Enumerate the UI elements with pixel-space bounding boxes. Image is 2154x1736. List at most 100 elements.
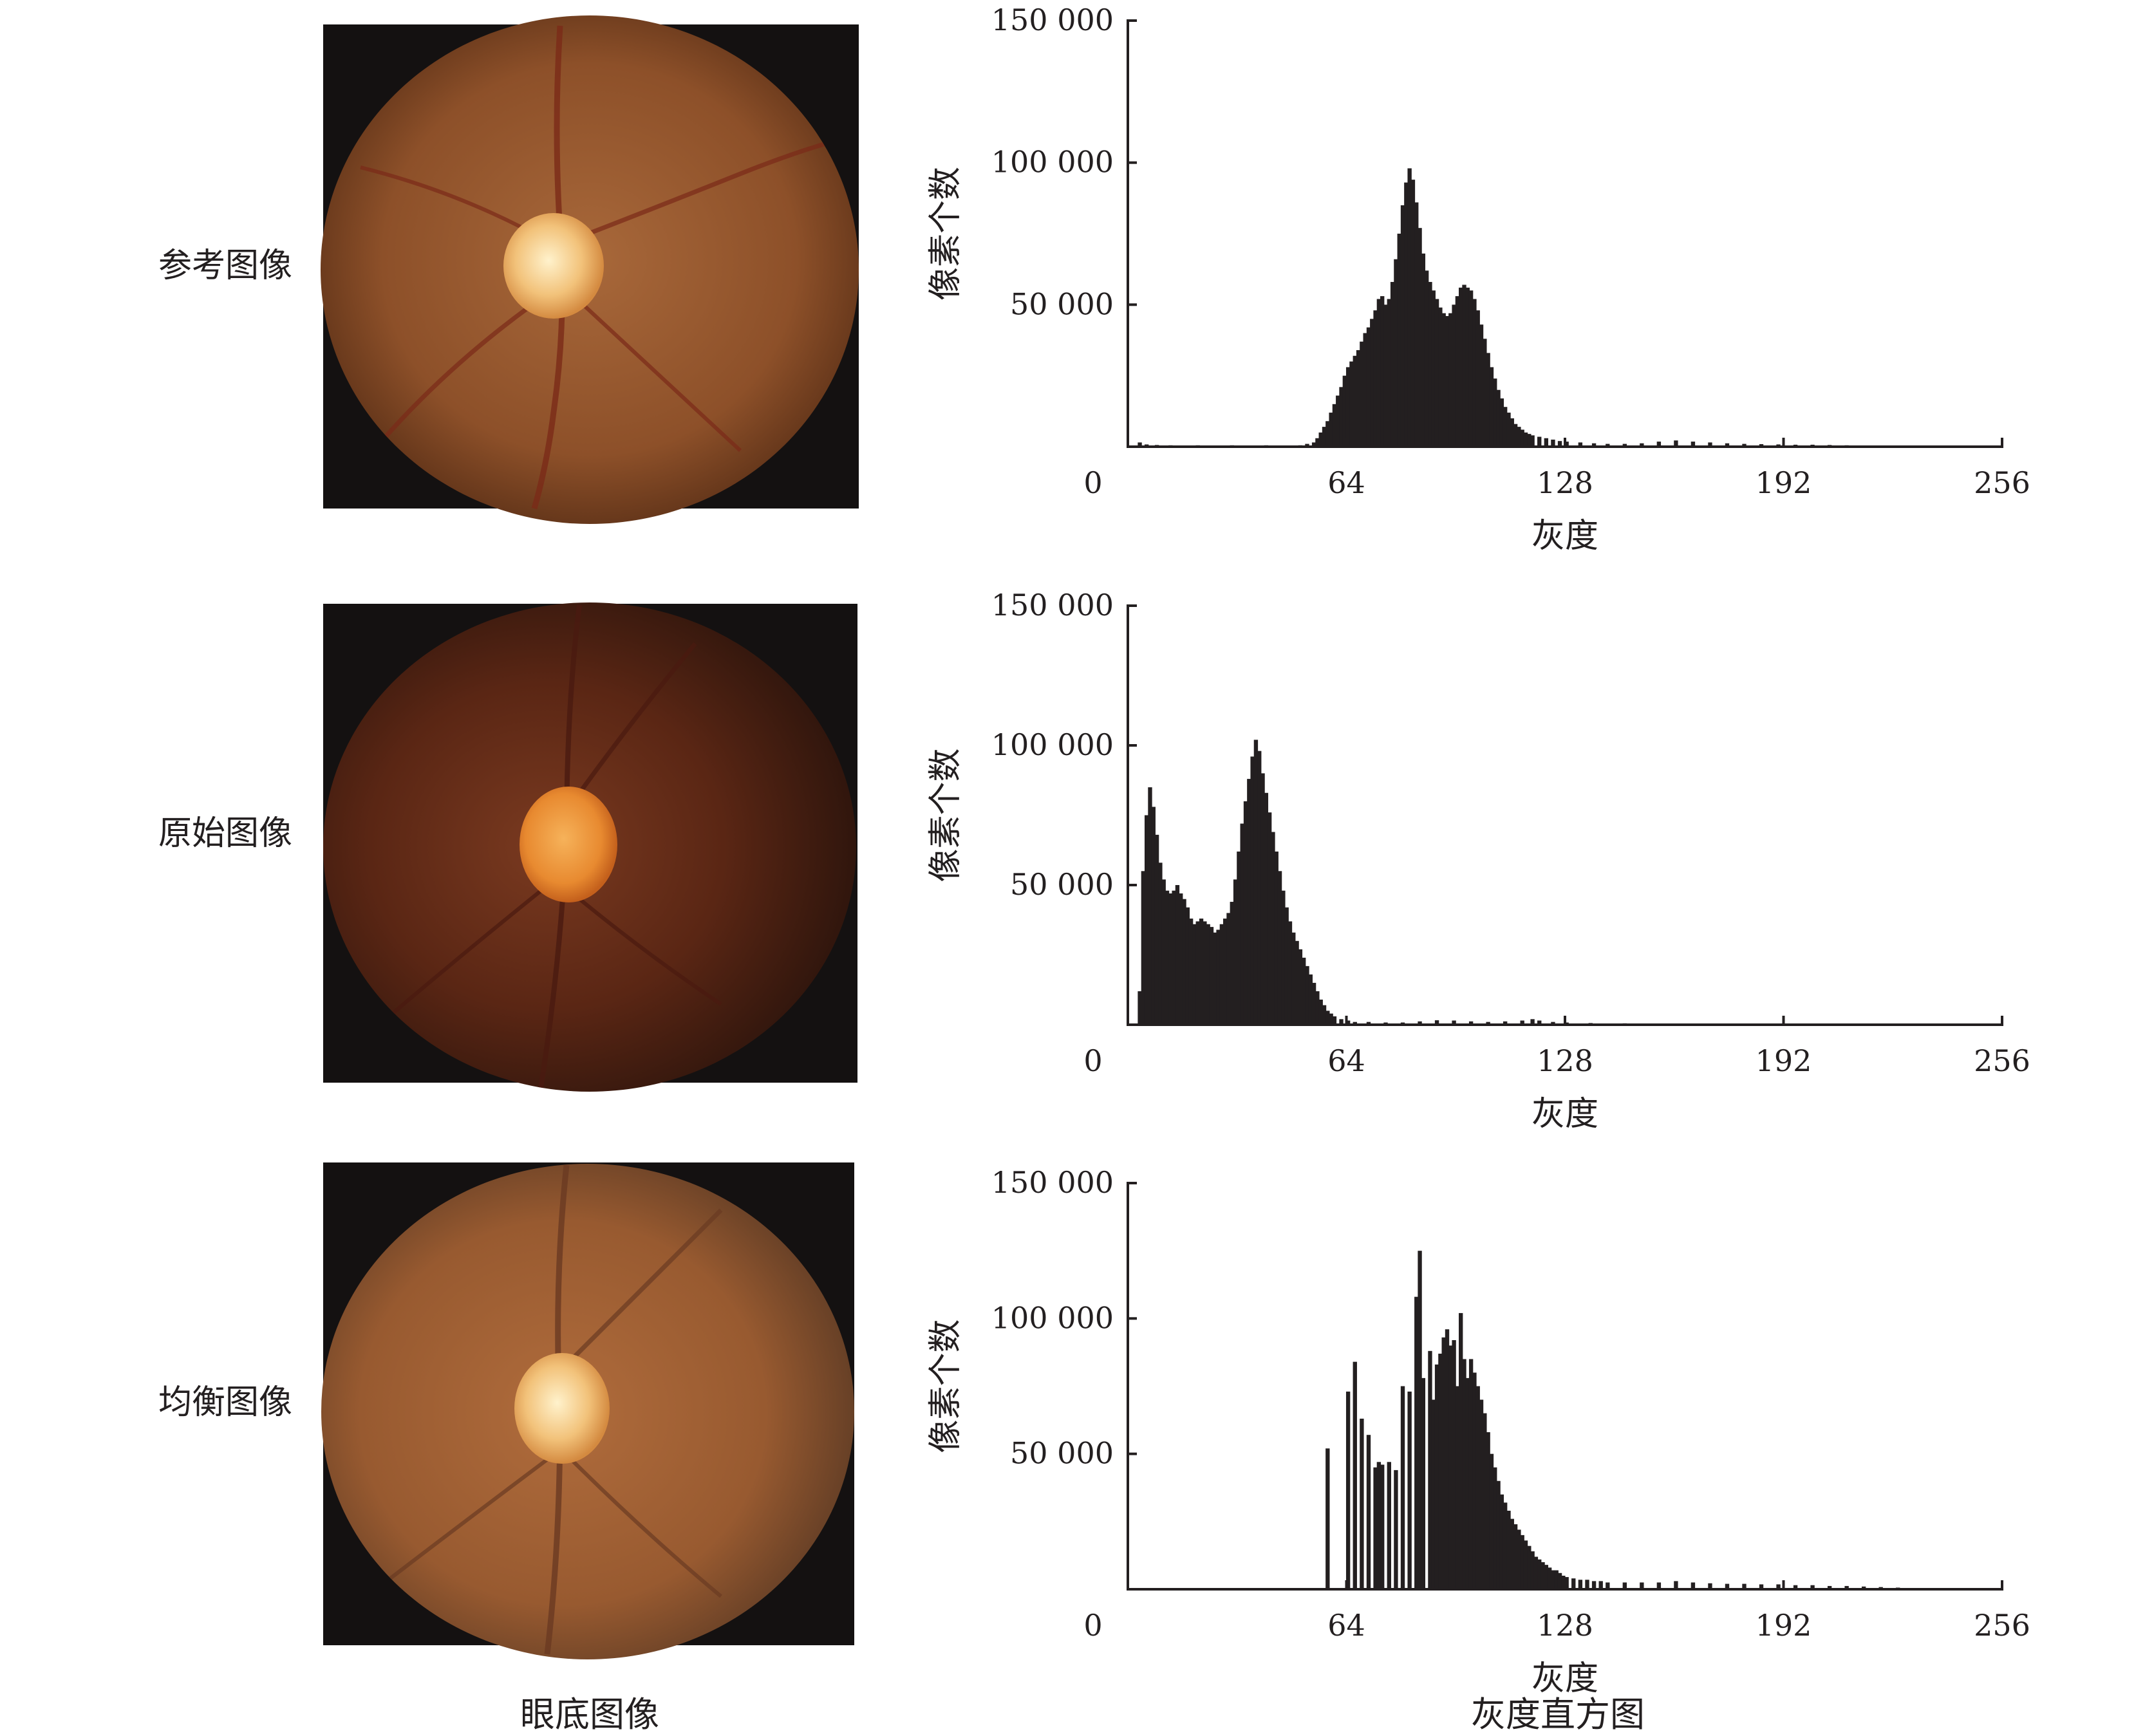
histogram-bar <box>1557 441 1562 447</box>
histogram-bar <box>1209 927 1214 1025</box>
histogram-bar <box>1387 1462 1391 1589</box>
histogram-bar <box>1240 823 1244 1025</box>
histogram-bar <box>1185 907 1190 1025</box>
histogram-bar <box>1407 1391 1412 1589</box>
histogram-bar <box>1243 801 1248 1025</box>
histogram-bar <box>1267 812 1272 1025</box>
histogram-bar <box>1288 921 1293 1025</box>
histogram-bar <box>1216 929 1221 1025</box>
histogram-bar <box>1527 434 1531 447</box>
histogram-bar <box>1168 893 1173 1025</box>
row-label-equalized: 均衡图像 <box>158 1383 292 1422</box>
histogram-bar <box>1315 438 1320 447</box>
histogram-bar <box>1380 296 1385 447</box>
histogram-bar <box>1468 1359 1474 1589</box>
histogram-bar <box>1284 907 1289 1025</box>
histogram-bar <box>1311 982 1316 1025</box>
y-tick-label: 50 000 <box>1010 286 1114 321</box>
x-tick-label: 192 <box>1756 465 1812 500</box>
histogram-bar <box>1424 270 1429 447</box>
histogram-bar <box>1472 1372 1477 1589</box>
row-label-reference: 参考图像 <box>158 247 292 285</box>
histogram-bar <box>1557 1573 1562 1589</box>
histogram-bar <box>1462 1359 1466 1589</box>
x-tick-label: 0 <box>1083 1608 1102 1643</box>
histogram-bar <box>1510 1518 1514 1589</box>
histogram-bar <box>1414 202 1419 447</box>
histogram-bar <box>1192 924 1197 1025</box>
histogram-bar <box>1165 890 1170 1025</box>
histogram-bar <box>1561 1575 1566 1589</box>
histogram-bar <box>1271 832 1275 1025</box>
histogram-bar <box>1311 442 1316 447</box>
histogram-bar <box>1479 324 1484 447</box>
histogram-bar <box>1479 1399 1484 1589</box>
histogram-bar <box>1503 1502 1508 1589</box>
histogram-bar <box>1486 1022 1490 1025</box>
histogram-reference: 0 64 128 192 256 50 000 100 000 150 000 灰度 像素个数 <box>926 3 2030 555</box>
histogram-bar <box>1421 253 1426 447</box>
histogram-bar <box>1329 1013 1333 1025</box>
x-tick-label: 256 <box>1974 465 2030 500</box>
histogram-bar <box>1499 1494 1504 1589</box>
histogram-bar <box>1325 421 1330 447</box>
histogram-bar <box>1431 290 1436 447</box>
histogram-bar <box>1459 287 1463 447</box>
histogram-bar <box>1465 1377 1470 1589</box>
histogram-bar <box>1503 1021 1508 1025</box>
y-tick-label: 150 000 <box>991 3 1114 37</box>
histogram-bar <box>1725 1583 1730 1589</box>
histogram-bar <box>1387 299 1391 447</box>
histogram-bar <box>1431 1399 1436 1589</box>
histogram-bar <box>1226 913 1231 1025</box>
histogram-bar <box>1161 879 1166 1025</box>
histogram-bar <box>1233 879 1238 1025</box>
histogram-bar <box>1353 355 1357 447</box>
fundus-image-equalized <box>321 1162 854 1659</box>
histogram-bar <box>1690 442 1696 447</box>
histogram-bar <box>1318 432 1323 447</box>
histogram-bar <box>1441 313 1446 447</box>
y-tick-label: 100 000 <box>991 1300 1114 1335</box>
histogram-bar <box>1445 1329 1450 1589</box>
histogram-bar <box>1448 313 1453 447</box>
histogram-bar <box>1322 1005 1327 1025</box>
x-tick-label: 256 <box>1974 1043 2030 1078</box>
histogram-bar <box>1506 413 1511 447</box>
histogram-bars <box>1138 740 1986 1025</box>
histogram-bar <box>1591 1581 1597 1589</box>
histogram-bar <box>1414 1296 1419 1589</box>
histogram-bar <box>1342 375 1347 447</box>
x-tick-label: 256 <box>1974 1608 2030 1643</box>
histogram-bar <box>1219 924 1224 1025</box>
x-tick-label: 128 <box>1537 1043 1593 1078</box>
histogram-bar <box>1533 1556 1539 1589</box>
histogram-bar <box>1472 299 1477 447</box>
histogram-bar <box>1332 1016 1337 1025</box>
histogram-bar <box>1520 429 1524 447</box>
histogram-bar <box>1390 282 1395 447</box>
histogram-bar <box>1322 427 1327 447</box>
histogram-bar <box>1345 1391 1351 1589</box>
histogram-bar <box>1578 1580 1583 1589</box>
histogram-bar <box>1151 807 1156 1025</box>
histogram-bar <box>1530 1551 1535 1589</box>
histogram-bar <box>1318 999 1323 1025</box>
histogram-bar <box>1606 1582 1610 1589</box>
histogram-bar <box>1810 1585 1815 1589</box>
histogram-bar <box>1496 1480 1501 1589</box>
histogram-bar <box>1537 1020 1542 1025</box>
histogram-bar <box>1325 1011 1330 1025</box>
histogram-bar <box>1656 442 1662 447</box>
histogram-bar <box>1373 1467 1378 1589</box>
y-axis-title: 像素个数 <box>926 1319 965 1453</box>
histogram-bar <box>1380 1464 1385 1589</box>
histogram-bar <box>1223 919 1228 1025</box>
histogram-bar <box>1537 436 1542 447</box>
histogram-bar <box>1179 893 1183 1025</box>
histogram-bar <box>1315 991 1320 1025</box>
histogram-bar <box>1640 443 1644 447</box>
histogram-bar <box>1520 1020 1524 1025</box>
histogram-bar <box>1264 792 1269 1025</box>
